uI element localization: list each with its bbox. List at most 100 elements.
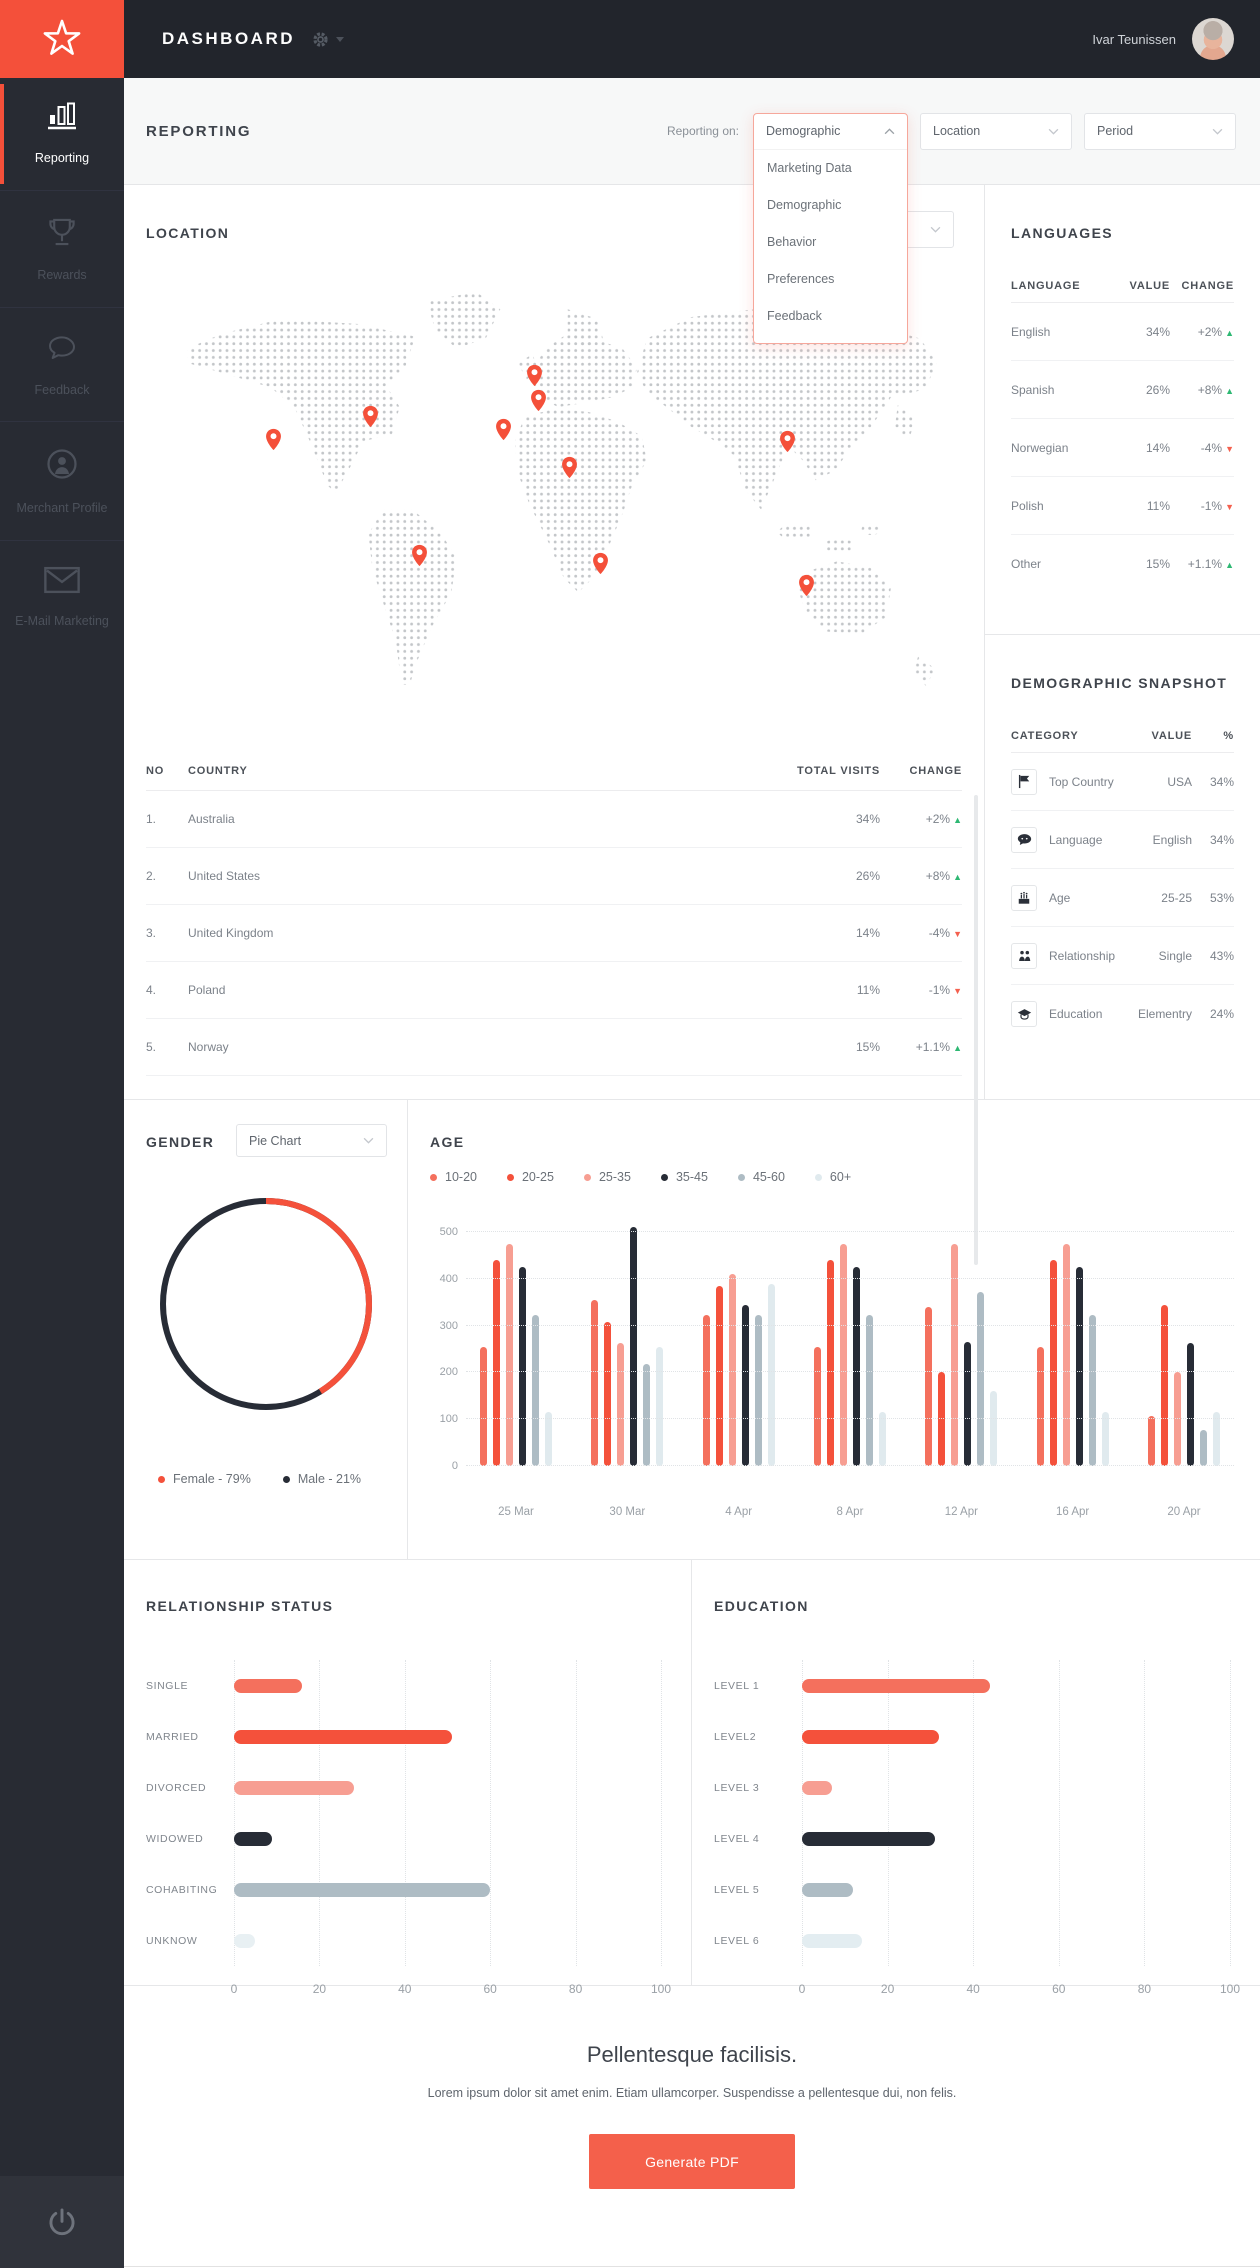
cell-no: 1. <box>146 812 157 826</box>
generate-pdf-button[interactable]: Generate PDF <box>589 2134 795 2189</box>
bar-track <box>802 1882 1230 1897</box>
x-tick-label: 60 <box>483 1982 497 1996</box>
bar-track <box>802 1780 1230 1795</box>
relationship-bar-chart: SINGLE MARRIED DIVORCED WIDOWED COHABITING UN… <box>146 1660 671 2000</box>
bar-label: SINGLE <box>146 1679 189 1692</box>
cell-change: -1% ▼ <box>1200 498 1234 513</box>
location-table: NO COUNTRY TOTAL VISITS CHANGE 1. Austral… <box>146 751 962 1076</box>
bar <box>1036 1346 1044 1466</box>
bar <box>951 1243 959 1466</box>
brand-logo[interactable] <box>0 0 124 78</box>
reporting-on-selected[interactable]: Demographic <box>754 114 907 150</box>
menu-option[interactable]: Demographic <box>767 198 842 212</box>
cell-country: Poland <box>188 983 226 997</box>
chevron-down-icon <box>930 226 941 233</box>
row-location: LOCATION <box>124 185 1260 1265</box>
map-pin[interactable] <box>265 428 282 451</box>
map-pin[interactable] <box>411 544 428 567</box>
cell-change: +2% ▲ <box>925 812 962 826</box>
menu-option[interactable]: Feedback <box>767 309 822 323</box>
bar-track <box>234 1678 661 1693</box>
avatar[interactable] <box>1192 18 1234 60</box>
bar <box>715 1285 723 1466</box>
map-pin[interactable] <box>798 574 815 597</box>
gender-panel: GENDER Pie Chart Female - 79% Male - 21% <box>124 1100 408 1559</box>
sidebar-item-reporting[interactable]: Reporting <box>0 78 124 191</box>
location-select[interactable]: Location <box>920 112 1072 150</box>
trend-down-icon: ▼ <box>1225 443 1234 454</box>
cta-heading: Pellentesque facilisis. <box>586 2042 798 2067</box>
cell-value: 14% <box>1145 440 1170 455</box>
gear-icon <box>313 31 328 47</box>
trend-up-icon: ▲ <box>1225 560 1234 570</box>
gender-chart-type-select[interactable]: Pie Chart <box>236 1124 387 1157</box>
sidebar-item-feedback[interactable]: Feedback <box>0 308 124 423</box>
cell-value: 26% <box>1145 382 1170 397</box>
sidebar-item-rewards[interactable]: Rewards <box>0 191 124 308</box>
education-bar-chart: LEVEL 1 LEVEL2 LEVEL 3 LEVEL 4 LEVEL 5 LEVEL … <box>714 1660 1240 2000</box>
map-pin[interactable] <box>495 418 512 441</box>
bar <box>493 1260 500 1466</box>
reporting-on-menu: Marketing Data Demographic Behavior Prefere… <box>754 150 907 335</box>
map-pin[interactable] <box>561 456 578 479</box>
settings-menu[interactable] <box>311 30 344 49</box>
cell-change: -4% ▼ <box>928 926 962 940</box>
demographic-value: Elementry <box>1137 1007 1192 1021</box>
languages-header: LANGUAGE VALUE CHANGE <box>1011 269 1234 303</box>
sidebar-item-merchant-profile[interactable]: Merchant Profile <box>0 422 124 541</box>
power-icon <box>49 2208 75 2236</box>
table-scrollbar[interactable] <box>974 795 978 1265</box>
bar <box>802 1678 991 1693</box>
trend-down-icon: ▼ <box>1225 501 1234 512</box>
bar-track <box>234 1882 661 1897</box>
cell-language: Polish <box>1011 498 1044 513</box>
legend-dot <box>282 1475 290 1483</box>
gender-chart-type-value: Pie Chart <box>249 1133 302 1148</box>
bar-group <box>702 1274 775 1466</box>
sidebar-item-email-marketing[interactable]: E-Mail Marketing <box>0 541 124 653</box>
bar <box>754 1315 762 1466</box>
legend-item: 45-60 <box>737 1170 785 1184</box>
x-tick-label: 25 Mar <box>498 1506 534 1518</box>
reporting-on-value: Demographic <box>766 124 841 138</box>
sidebar-item-label: Feedback <box>34 382 90 397</box>
trend-up-icon: ▲ <box>1225 385 1234 396</box>
col-value: VALUE <box>1129 279 1170 292</box>
logout-button[interactable] <box>0 2176 124 2268</box>
menu-option[interactable]: Preferences <box>767 272 835 286</box>
sidebar-item-label: Reporting <box>34 151 90 165</box>
cell-no: 5. <box>146 1040 157 1054</box>
map-pin[interactable] <box>362 405 379 428</box>
bar <box>519 1267 526 1466</box>
col-country: COUNTRY <box>188 764 248 777</box>
bar <box>234 1882 491 1897</box>
people-icon <box>1011 942 1037 969</box>
bar-row: LEVEL 3 <box>714 1762 1230 1813</box>
legend-label: 60+ <box>829 1170 852 1184</box>
period-select[interactable]: Period <box>1084 112 1236 150</box>
language-row: Norwegian 14% -4% ▼ <box>1011 419 1234 477</box>
legend-item: 10-20 <box>430 1170 477 1184</box>
bar <box>1062 1243 1070 1466</box>
right-column: LANGUAGES LANGUAGE VALUE CHANGE English 3… <box>984 185 1260 1099</box>
gridline <box>661 1660 662 1966</box>
demographic-header: CATEGORY VALUE % <box>1011 719 1234 753</box>
demographic-pct: 53% <box>1209 890 1234 905</box>
menu-option[interactable]: Marketing Data <box>767 161 852 175</box>
reporting-toolbar: REPORTING Reporting on: Demographic Mark… <box>124 78 1260 344</box>
reporting-on-label: Reporting on: <box>666 124 739 138</box>
map-pin[interactable] <box>526 364 543 387</box>
gridline <box>1144 1660 1146 1966</box>
demographic-row: Education Elementry 24% <box>1011 985 1234 1043</box>
x-tick-label: 80 <box>1137 1982 1152 1996</box>
menu-option[interactable]: Behavior <box>767 235 817 249</box>
cell-total-visits: 11% <box>856 983 880 997</box>
bar <box>802 1882 854 1897</box>
bar-group <box>1036 1243 1109 1466</box>
bar <box>234 1678 303 1693</box>
map-pin[interactable] <box>592 552 609 575</box>
bar <box>643 1364 651 1466</box>
person-icon <box>47 449 77 479</box>
map-pin[interactable] <box>779 430 796 453</box>
map-pin[interactable] <box>530 389 547 412</box>
